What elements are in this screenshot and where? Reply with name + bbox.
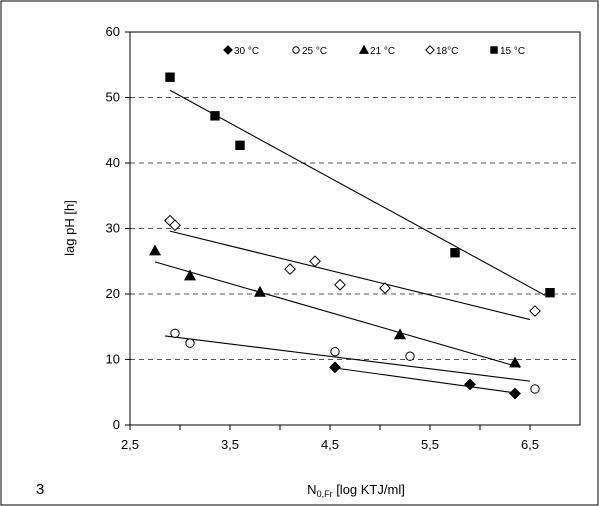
x-tick-label: 2,5	[121, 437, 139, 452]
data-point	[165, 72, 175, 82]
data-point	[330, 346, 340, 357]
legend-label: 15 °C	[500, 46, 525, 57]
x-axis-label-main: N	[307, 482, 316, 497]
data-point	[309, 255, 321, 268]
data-point	[508, 356, 522, 368]
data-point	[530, 384, 540, 394]
legend-marker	[292, 46, 300, 54]
data-point	[405, 351, 415, 361]
data-point	[185, 338, 195, 348]
data-point	[393, 328, 407, 340]
fit-line	[169, 89, 546, 296]
data-point	[529, 305, 541, 317]
data-point	[334, 278, 346, 291]
legend-marker	[223, 45, 233, 55]
fit-line	[169, 230, 531, 321]
legend: 30 °C 25 °C 21 °C 18°C 15 °C	[223, 44, 525, 57]
y-tick-label: 30	[106, 221, 120, 236]
legend-label: 30 °C	[234, 46, 259, 57]
fit-line	[334, 367, 521, 395]
y-tick-label: 40	[106, 155, 120, 170]
data-point	[284, 263, 296, 276]
data-point	[210, 111, 220, 121]
data-point	[253, 285, 267, 297]
x-axis-label: N0,Fr [log KTJ/ml]	[307, 482, 405, 499]
y-tick-label: 50	[106, 90, 120, 105]
data-points	[148, 72, 555, 400]
y-tick-label: 0	[113, 417, 120, 432]
data-point	[183, 269, 197, 281]
legend-marker	[358, 44, 370, 54]
fit-line	[164, 335, 531, 382]
data-point	[464, 378, 476, 391]
x-tick-label: 4,5	[321, 437, 339, 452]
y-axis: 0 10 20 30 40 50 60	[106, 24, 130, 432]
x-tick-label: 5,5	[421, 437, 439, 452]
y-axis-label: lag pH [h]	[62, 200, 77, 256]
x-axis-label-units: [log KTJ/ml]	[333, 482, 405, 497]
data-point	[170, 328, 180, 338]
panel-label: 3	[36, 481, 44, 498]
y-tick-label: 60	[106, 24, 120, 39]
data-point	[450, 248, 460, 258]
x-axis: 2,5 3,5 4,5 5,5 6,5	[121, 425, 539, 452]
x-tick-label: 3,5	[221, 437, 239, 452]
legend-label: 21 °C	[370, 46, 395, 57]
data-point	[235, 140, 245, 151]
legend-marker	[490, 46, 498, 54]
data-point	[169, 219, 181, 232]
trend-lines	[154, 89, 546, 395]
legend-label: 25 °C	[302, 46, 327, 57]
x-axis-label-subscript: 0,Fr	[317, 489, 333, 499]
data-point	[379, 282, 391, 295]
data-point	[545, 287, 555, 298]
data-point	[509, 387, 521, 400]
data-point	[148, 244, 162, 256]
legend-marker	[425, 45, 435, 55]
fit-line	[154, 261, 521, 368]
legend-label: 18°C	[436, 46, 458, 57]
data-point	[329, 361, 341, 374]
y-tick-label: 20	[106, 286, 120, 301]
x-tick-label: 6,5	[521, 437, 539, 452]
y-tick-label: 10	[106, 352, 120, 367]
